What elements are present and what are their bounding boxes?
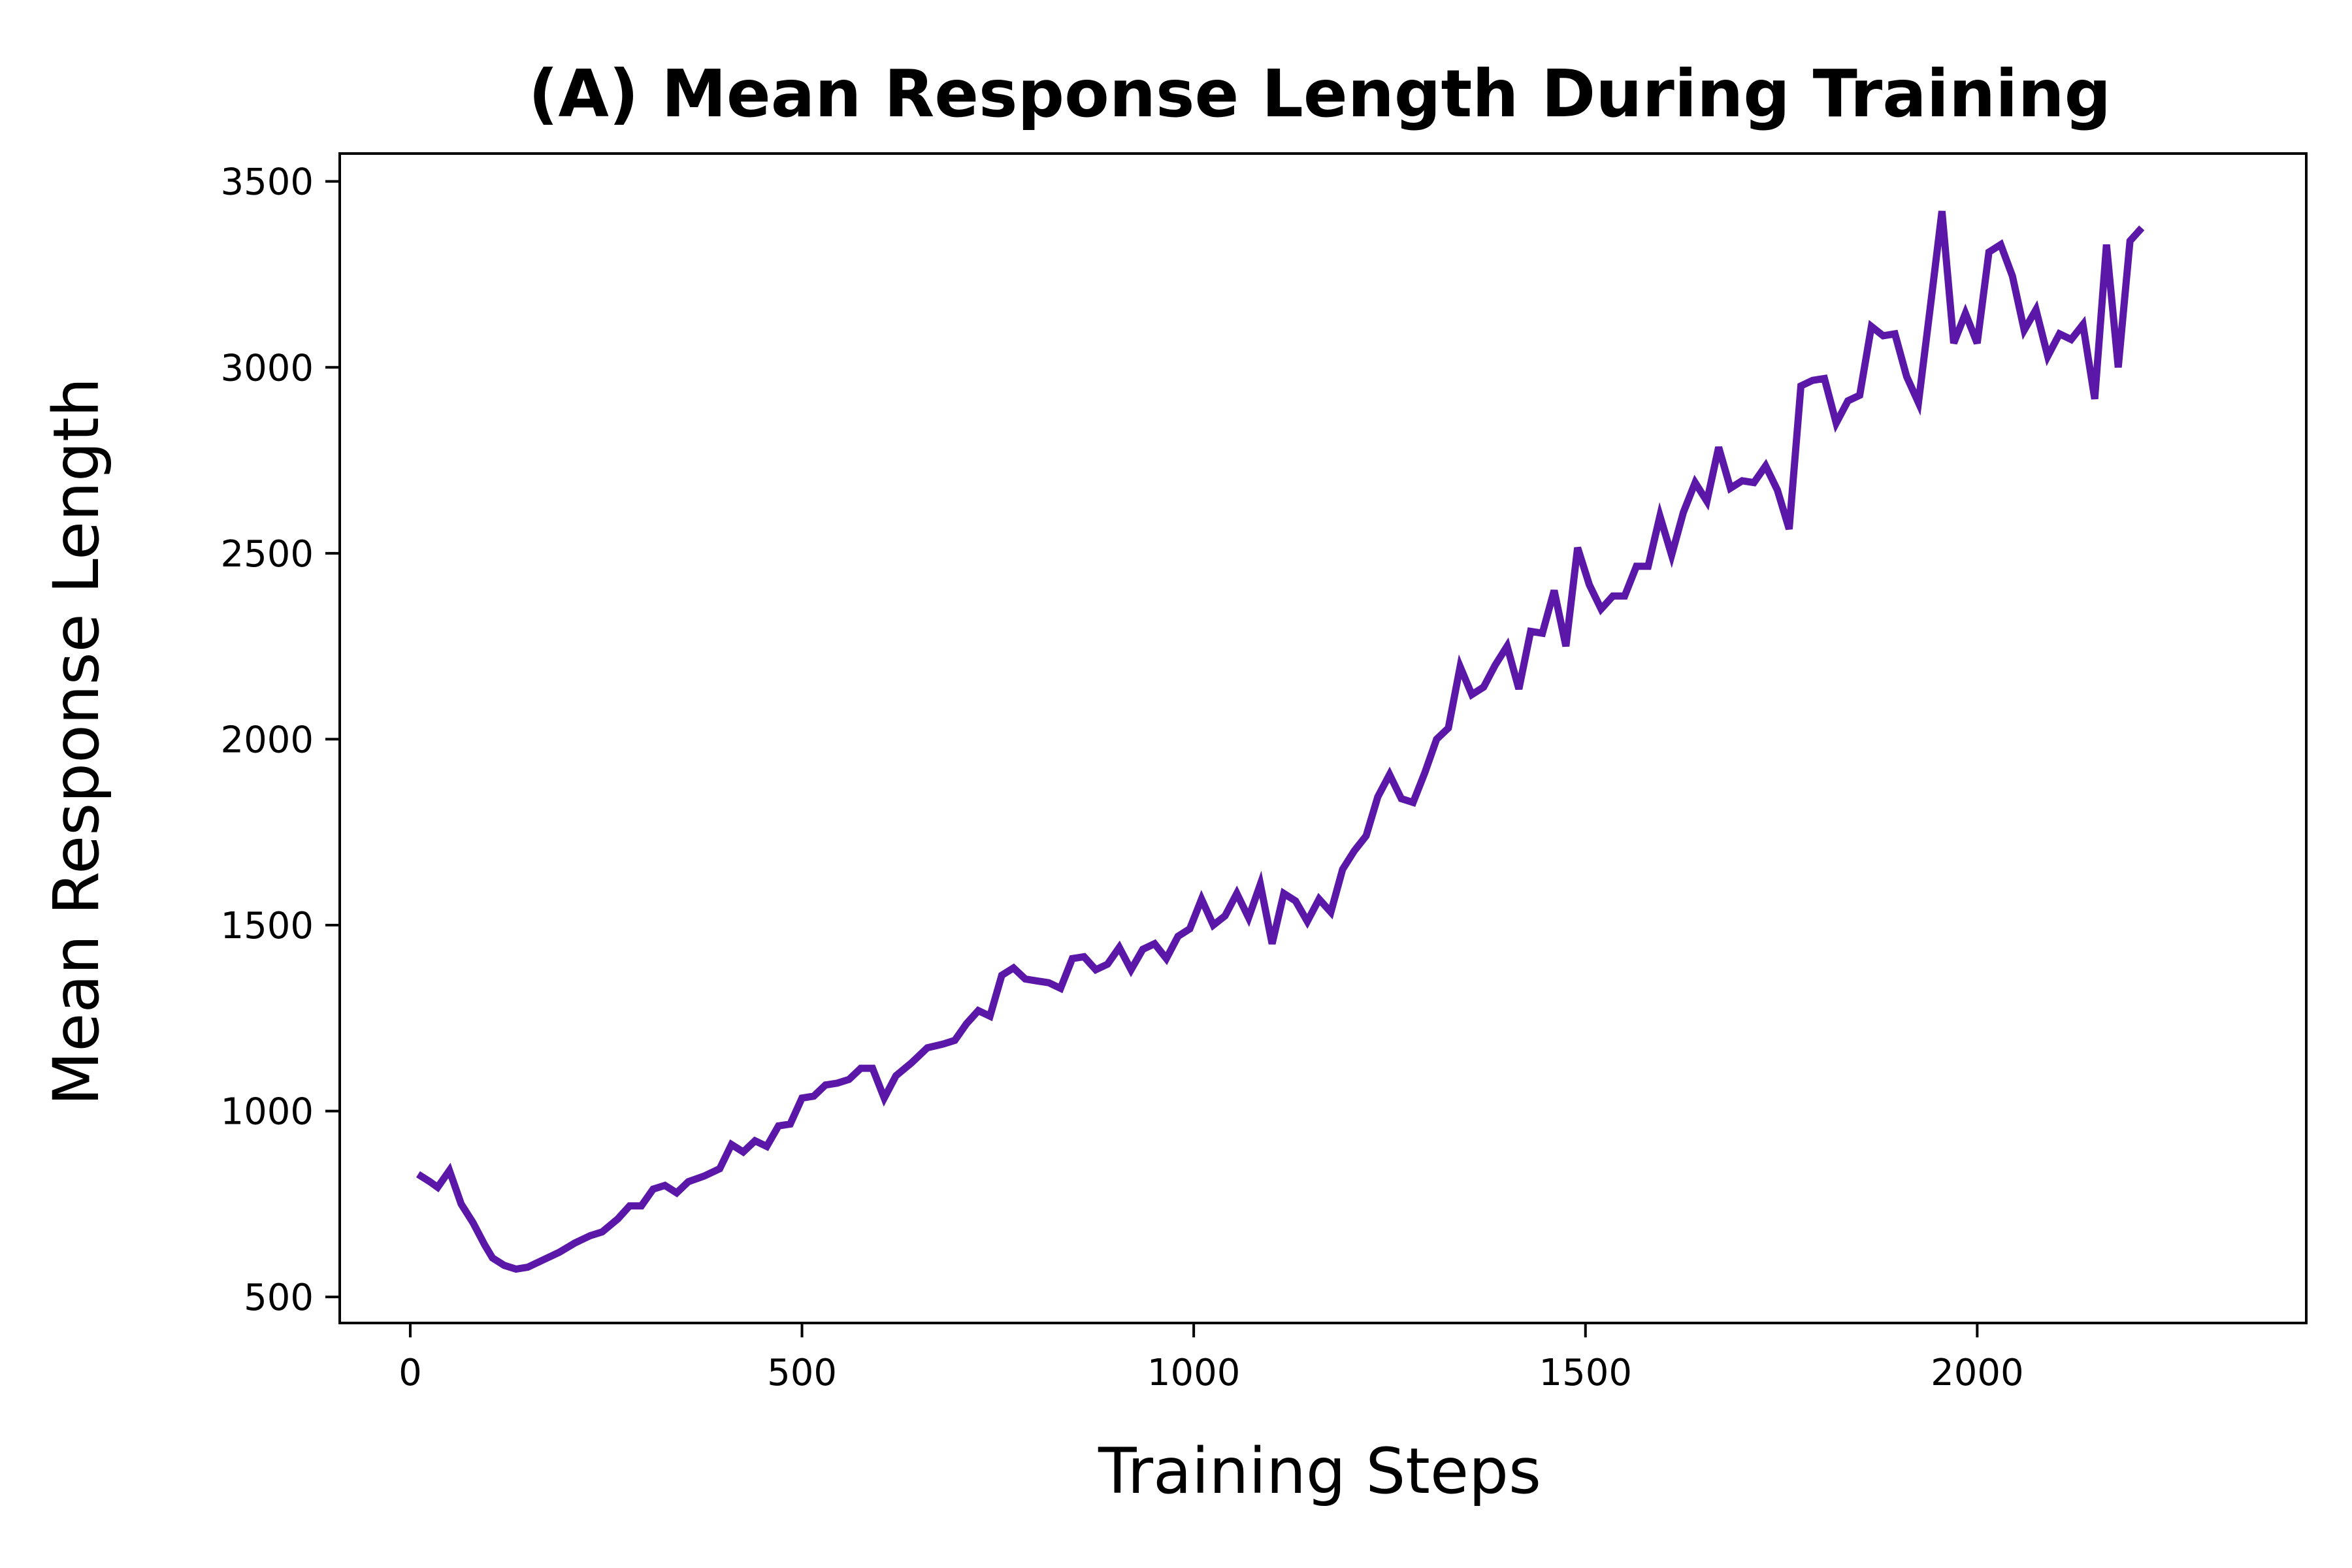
y-tick-label: 1500 bbox=[220, 905, 314, 947]
chart-title: (A) Mean Response Length During Training bbox=[529, 56, 2111, 132]
plot-area: 0 500 1000 1500 2000 500 1000 1500 2000 2500 3000… bbox=[220, 152, 2308, 1394]
y-tick-label: 2000 bbox=[220, 719, 314, 761]
x-axis: 0 500 1000 1500 2000 bbox=[399, 1323, 2024, 1394]
y-tick-label: 500 bbox=[244, 1277, 314, 1319]
y-tick-label: 3500 bbox=[220, 161, 314, 204]
x-axis-label: Training Steps bbox=[1098, 1435, 1541, 1508]
series-line bbox=[416, 210, 2145, 1273]
y-tick-label: 2500 bbox=[220, 533, 314, 576]
x-tick-label: 1500 bbox=[1539, 1352, 1632, 1394]
y-tick-label: 1000 bbox=[220, 1091, 314, 1134]
x-tick-label: 1000 bbox=[1147, 1352, 1241, 1394]
y-tick-label: 3000 bbox=[220, 347, 314, 389]
y-axis-label: Mean Response Length bbox=[40, 378, 113, 1106]
x-tick-label: 0 bbox=[399, 1352, 422, 1394]
y-axis: 500 1000 1500 2000 2500 3000 3500 bbox=[220, 161, 340, 1319]
series-layer bbox=[416, 210, 2145, 1273]
x-tick-label: 2000 bbox=[1931, 1352, 2024, 1394]
x-tick-label: 500 bbox=[767, 1352, 837, 1394]
